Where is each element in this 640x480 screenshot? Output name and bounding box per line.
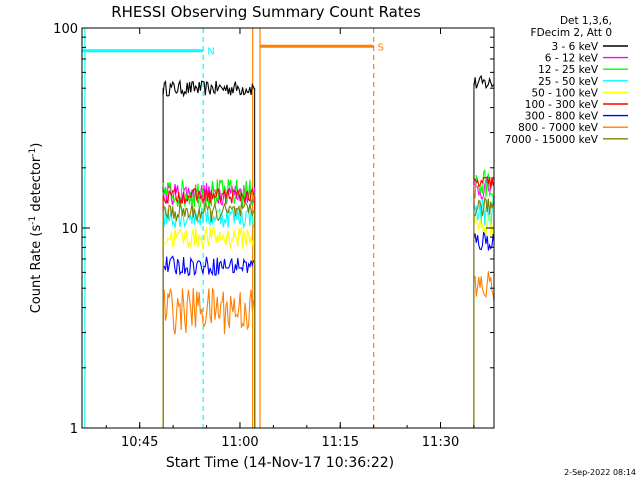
y-axis-label-part: ) bbox=[29, 143, 44, 148]
legend-entry-label: 6 - 12 keV bbox=[545, 53, 599, 65]
y-tick-label: 100 bbox=[53, 22, 78, 37]
x-tick-label: 11:30 bbox=[422, 435, 459, 450]
legend-entry-label: 7000 - 15000 keV bbox=[505, 134, 599, 146]
chart-title: RHESSI Observing Summary Count Rates bbox=[111, 3, 421, 21]
flag-label: N bbox=[207, 47, 214, 58]
y-axis-label-part: Count Rate (s bbox=[29, 225, 44, 314]
generation-timestamp: 2-Sep-2022 08:14 bbox=[564, 468, 636, 477]
legend-entry-label: 100 - 300 keV bbox=[525, 99, 599, 111]
x-axis: 10:45 11:00 11:15 11:30 bbox=[105, 28, 475, 450]
y-tick-label: 1 bbox=[70, 422, 78, 437]
x-tick-label: 11:15 bbox=[322, 435, 359, 450]
series-line bbox=[162, 286, 256, 335]
series-line bbox=[473, 176, 494, 201]
series-line bbox=[162, 201, 256, 223]
legend-entry-label: 800 - 7000 keV bbox=[518, 122, 599, 134]
x-tick-label: 11:00 bbox=[221, 435, 258, 450]
legend-entry-label: 3 - 6 keV bbox=[551, 41, 598, 53]
legend-header: FDecim 2, Att 0 bbox=[531, 27, 612, 39]
legend-entry-label: 50 - 100 keV bbox=[531, 87, 598, 99]
series-line bbox=[473, 176, 494, 189]
legend-entry-label: 12 - 25 keV bbox=[538, 64, 599, 76]
series-line bbox=[162, 226, 256, 250]
series-line bbox=[473, 169, 494, 206]
series-line bbox=[473, 270, 494, 305]
flag-label: S bbox=[378, 42, 384, 53]
axes-frame bbox=[81, 27, 495, 429]
series-line bbox=[162, 78, 256, 98]
series-line bbox=[473, 214, 494, 241]
legend-header: Det 1,3,6, bbox=[560, 15, 612, 27]
x-axis-label: Start Time (14-Nov-17 10:36:22) bbox=[166, 455, 394, 471]
series-line bbox=[162, 187, 256, 205]
y-axis: 1 10 100 bbox=[53, 22, 494, 437]
y-axis-label-part: detector bbox=[29, 156, 44, 216]
y-axis-label-superscript: -1 bbox=[28, 148, 38, 157]
series-line bbox=[473, 197, 494, 227]
legend-entry-label: 300 - 800 keV bbox=[525, 111, 599, 123]
series-line bbox=[162, 255, 256, 277]
y-axis-label-superscript: -1 bbox=[28, 216, 38, 225]
series-line bbox=[473, 231, 494, 251]
y-tick-label: 10 bbox=[61, 222, 78, 237]
y-axis-label: Count Rate (s-1 detector-1) bbox=[28, 143, 44, 314]
x-tick-label: 10:45 bbox=[121, 435, 158, 450]
legend-entry-label: 25 - 50 keV bbox=[538, 76, 599, 88]
series-line bbox=[473, 196, 494, 217]
